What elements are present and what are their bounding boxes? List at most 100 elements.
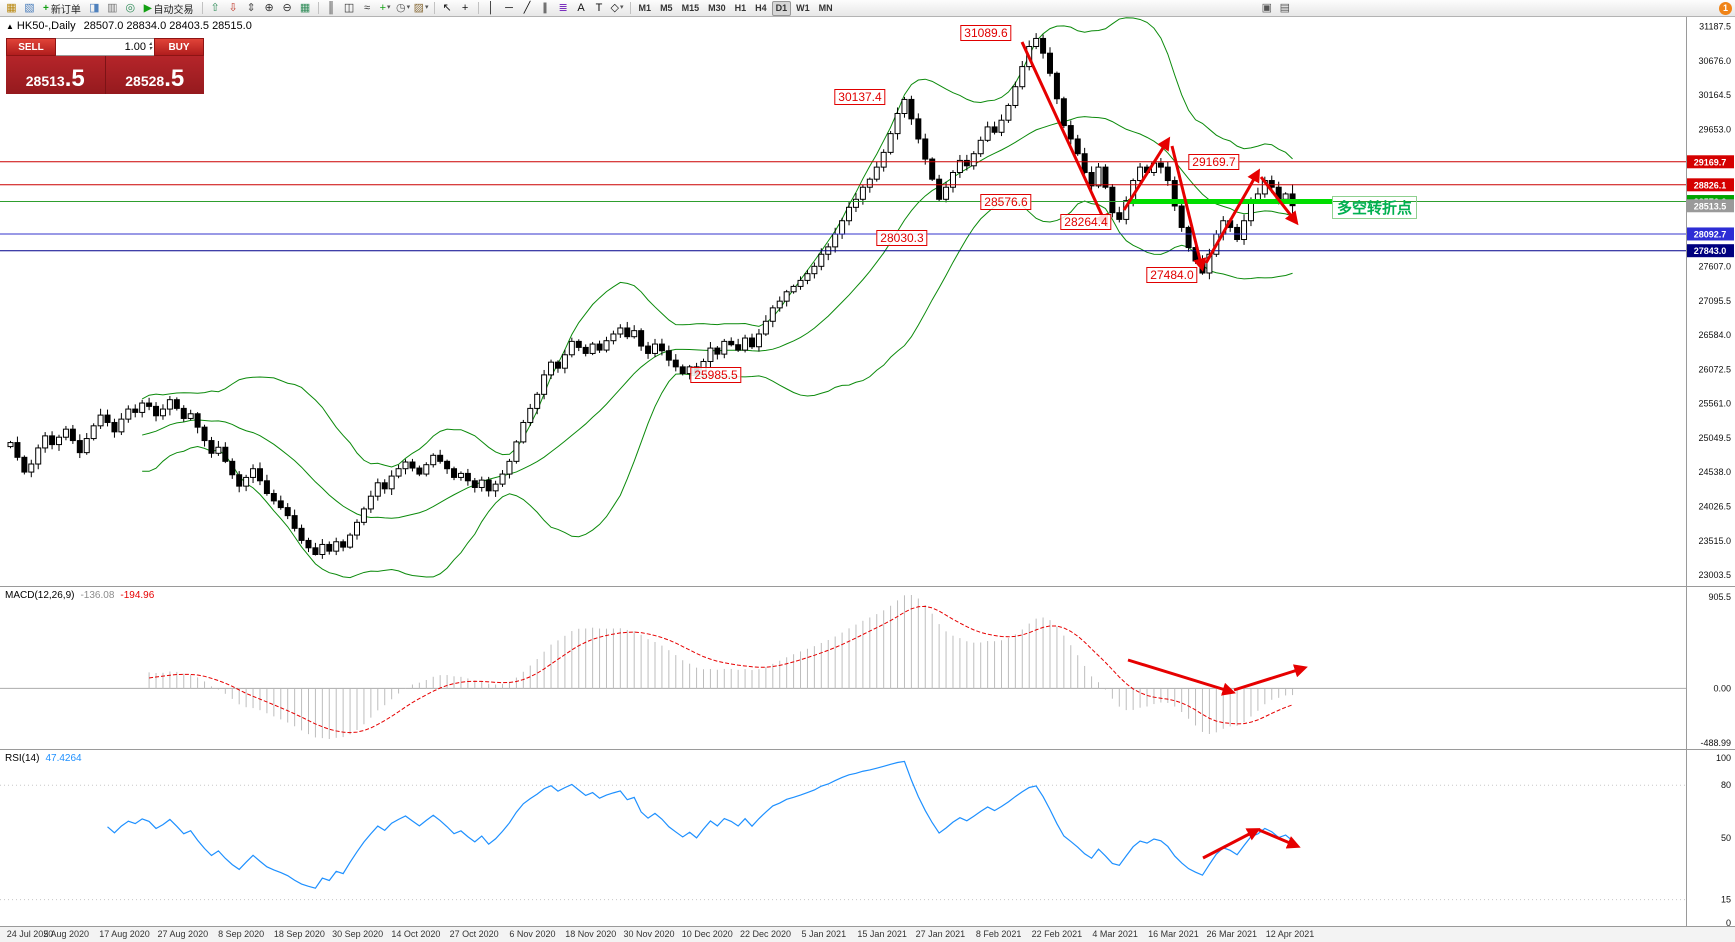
strategy-tester-icon[interactable]: ◎ <box>125 2 136 14</box>
timeframe-button-d1[interactable]: D1 <box>771 0 792 16</box>
label-icon[interactable]: T <box>595 2 603 14</box>
bar-chart-icon[interactable]: ║ <box>327 2 335 14</box>
zoom-out-icon[interactable]: ⊖ <box>282 2 292 14</box>
window-list-icon[interactable]: ▤ <box>1279 2 1291 14</box>
toolbar-separator <box>629 2 631 14</box>
text-icon[interactable]: A <box>577 2 585 14</box>
buy-price-main: 28528 <box>125 73 165 89</box>
new-chart-icon[interactable]: ▦ <box>6 2 17 14</box>
volume-stepper[interactable]: ▴ ▾ <box>148 41 152 52</box>
auto-trading-button[interactable]: ▶ 自动交易 <box>140 1 198 16</box>
date-axis-label: 30 Nov 2020 <box>623 929 674 939</box>
templates-icon[interactable]: ▨ ▾ <box>413 2 429 14</box>
notification-badge[interactable]: 1 <box>1719 1 1732 15</box>
market-watch-icon[interactable]: ◨ <box>89 2 100 14</box>
price-annotation[interactable]: 30137.4 <box>834 88 886 105</box>
periods-icon[interactable]: ◷ ▾ <box>395 2 411 14</box>
volume-value[interactable]: 1.00 <box>124 41 146 53</box>
date-axis-label: 12 Apr 2021 <box>1266 929 1315 939</box>
rsi-line <box>107 760 1293 889</box>
toolbar: ▦ ▧ + 新订单 ◨ ▥ ◎ ▶ 自动交易 ⇧ ⇩ ⇕ ⊕ ⊖ ▦ ║ ◫ ≈ + ▾ ◷ ▾ ▨ ▾ ↖ + │ ─ ╱ ∥ ≣ A T ◇ ▾… <box>0 0 1735 17</box>
trendline-icon[interactable]: ╱ <box>523 2 531 14</box>
timeframe-button-w1[interactable]: W1 <box>796 2 810 13</box>
price-axis-label: 24538.0 <box>1698 467 1731 477</box>
buy-price[interactable]: 28528 .5 <box>104 56 204 94</box>
svg-text:15: 15 <box>1721 895 1731 905</box>
price-axis-label: 30676.0 <box>1698 56 1731 66</box>
indicators-icon[interactable]: + ▾ <box>379 2 391 14</box>
price-axis-label: 27607.0 <box>1698 262 1731 272</box>
new-order-button[interactable]: + 新订单 <box>39 1 85 16</box>
sell-price[interactable]: 28513 .5 <box>6 56 105 94</box>
line-chart-icon[interactable]: ≈ <box>364 2 371 14</box>
timeframe-button-m30[interactable]: M30 <box>708 2 726 13</box>
trend-arrows[interactable] <box>1020 41 1308 860</box>
buy-button[interactable]: BUY <box>154 38 204 56</box>
cursor-icon[interactable]: ↖ <box>442 2 452 14</box>
svg-text:29169.7: 29169.7 <box>1694 157 1727 167</box>
profiles-icon[interactable]: ▧ <box>24 2 35 14</box>
svg-text:27843.0: 27843.0 <box>1694 246 1727 256</box>
timeframe-button-h4[interactable]: H4 <box>755 2 767 13</box>
zoom-in-icon[interactable]: ⊕ <box>264 2 274 14</box>
vertical-line-icon[interactable]: │ <box>487 2 495 14</box>
terminal-icon[interactable]: ▥ <box>107 2 118 14</box>
candlestick-chart-icon[interactable]: ◫ <box>343 2 355 14</box>
shapes-icon-dropdown[interactable]: ▾ <box>620 4 624 11</box>
turning-point-note[interactable]: 多空转折点 <box>1332 196 1418 219</box>
timeframe-button-h1[interactable]: H1 <box>734 2 747 13</box>
price-tags: 29169.728826.128576.628513.528092.727843… <box>1687 155 1734 258</box>
periods-icon-dropdown[interactable]: ▾ <box>406 4 411 11</box>
svg-text:905.5: 905.5 <box>1708 592 1731 602</box>
svg-text:50: 50 <box>1721 833 1731 843</box>
fibonacci-icon[interactable]: ≣ <box>558 2 568 14</box>
svg-text:0.00: 0.00 <box>1713 683 1731 693</box>
sell-order-icon[interactable]: ⇩ <box>228 2 238 14</box>
date-axis-label: 30 Sep 2020 <box>332 929 383 939</box>
date-axis-label: 8 Feb 2021 <box>976 929 1022 939</box>
volume-field[interactable]: 1.00 ▴ ▾ <box>56 38 154 56</box>
volume-up-icon[interactable]: ▴ <box>148 41 152 47</box>
date-axis-label: 27 Aug 2020 <box>158 929 209 939</box>
shapes-icon[interactable]: ◇ ▾ <box>610 2 624 14</box>
date-axis-label: 27 Oct 2020 <box>450 929 499 939</box>
toolbar-separator <box>433 2 435 14</box>
price-axis-label: 26584.0 <box>1698 330 1731 340</box>
macd-histogram <box>148 595 1294 739</box>
price-axis-label: 23515.0 <box>1698 536 1731 546</box>
sell-button[interactable]: SELL <box>6 38 56 56</box>
price-annotation[interactable]: 28576.6 <box>980 193 1032 210</box>
date-axis-label: 15 Jan 2021 <box>857 929 907 939</box>
price-annotation[interactable]: 28030.3 <box>876 230 928 247</box>
price-annotation[interactable]: 25985.5 <box>690 367 742 384</box>
date-axis-label: 22 Dec 2020 <box>740 929 791 939</box>
horizontal-line-icon[interactable]: ─ <box>505 2 513 14</box>
templates-icon-dropdown[interactable]: ▾ <box>424 4 429 11</box>
svg-text:28092.7: 28092.7 <box>1694 229 1727 239</box>
new-window-icon[interactable]: ▣ <box>1261 2 1273 14</box>
timeframe-button-m1[interactable]: M1 <box>638 2 652 13</box>
timeframe-button-m15[interactable]: M15 <box>681 2 700 13</box>
timeframe-button-m5[interactable]: M5 <box>660 2 673 13</box>
price-annotation[interactable]: 27484.0 <box>1146 266 1198 283</box>
modify-order-icon[interactable]: ⇕ <box>246 2 256 14</box>
buy-order-icon[interactable]: ⇧ <box>210 2 220 14</box>
horizontal-level-lines[interactable] <box>0 161 1686 252</box>
toolbar-separator <box>317 2 319 14</box>
price-annotation[interactable]: 28264.4 <box>1060 214 1112 231</box>
channel-icon[interactable]: ∥ <box>542 2 548 14</box>
one-click-trading-panel: SELL 1.00 ▴ ▾ BUY 28513 .5 28528 .5 <box>6 38 204 94</box>
date-axis-label: 5 Jan 2021 <box>802 929 847 939</box>
volume-down-icon[interactable]: ▾ <box>148 46 152 52</box>
price-axis-label: 29653.0 <box>1698 124 1731 134</box>
crosshair-icon[interactable]: + <box>461 2 469 14</box>
grid-icon[interactable]: ▦ <box>299 2 311 14</box>
buy-price-frac: .5 <box>164 65 185 92</box>
price-annotation[interactable]: 31089.6 <box>960 25 1012 42</box>
macd-signal-line <box>149 605 1293 734</box>
indicators-icon-dropdown[interactable]: ▾ <box>387 4 391 11</box>
price-annotation[interactable]: 29169.7 <box>1188 153 1240 170</box>
date-axis-label: 26 Mar 2021 <box>1206 929 1257 939</box>
timeframe-button-mn[interactable]: MN <box>818 2 833 13</box>
